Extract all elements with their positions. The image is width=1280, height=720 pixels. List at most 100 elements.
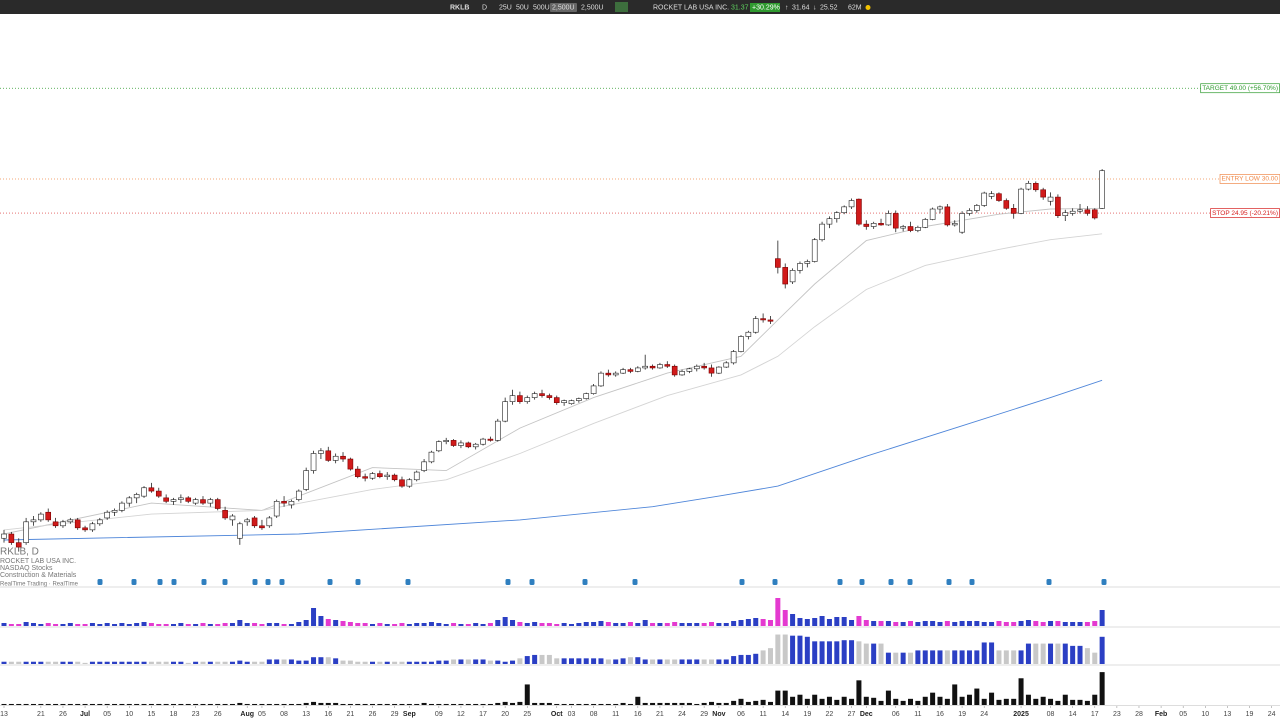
volume-bar bbox=[200, 623, 206, 626]
event-marker bbox=[327, 579, 333, 585]
x-tick-label: 11 bbox=[914, 711, 921, 718]
candle-body bbox=[782, 267, 789, 285]
event-marker bbox=[505, 579, 511, 585]
volume-bar bbox=[731, 656, 737, 664]
volume-bar bbox=[701, 623, 707, 626]
volume-bar bbox=[266, 703, 272, 705]
candle-body bbox=[951, 223, 958, 226]
volume-bar bbox=[311, 657, 317, 664]
volume-bar bbox=[591, 622, 597, 626]
candle-body bbox=[760, 318, 766, 321]
volume-bar bbox=[966, 621, 972, 626]
volume-bar bbox=[782, 634, 788, 664]
candle-body bbox=[738, 336, 744, 352]
high: 31.64 bbox=[792, 4, 810, 11]
volume-bar bbox=[672, 659, 678, 664]
legend-sector: Construction & Materials bbox=[0, 572, 77, 579]
volume-bar bbox=[849, 698, 855, 705]
volume-bar bbox=[790, 614, 796, 626]
size-button[interactable]: 50U bbox=[516, 4, 529, 11]
volume-bar bbox=[959, 621, 965, 626]
candle-body bbox=[870, 223, 877, 227]
volume-bar bbox=[141, 622, 147, 626]
size-button[interactable]: 25U bbox=[499, 4, 512, 11]
volume-bar bbox=[377, 703, 383, 705]
volume-bar bbox=[834, 699, 840, 705]
volume-bar bbox=[657, 623, 663, 626]
candle-body bbox=[966, 210, 973, 214]
volume-bar bbox=[156, 624, 162, 626]
x-tick-label: 09 bbox=[435, 711, 443, 718]
size-button[interactable]: 2,500U bbox=[552, 4, 575, 11]
x-tick-label: Feb bbox=[1155, 711, 1167, 718]
size-button[interactable]: 500U bbox=[533, 4, 550, 11]
candle-body bbox=[635, 367, 641, 372]
candle-body bbox=[841, 206, 847, 213]
volume-bar bbox=[274, 659, 280, 664]
x-tick-label: 19 bbox=[1246, 711, 1254, 718]
event-marker bbox=[1046, 579, 1052, 585]
last-price: 31.37 bbox=[731, 4, 749, 11]
volume-bar bbox=[229, 661, 235, 664]
candle-body bbox=[369, 473, 376, 479]
volume-bar bbox=[826, 696, 832, 705]
volume-bar bbox=[517, 658, 523, 664]
volume-bar bbox=[1003, 698, 1009, 705]
moving-average bbox=[3, 207, 1103, 535]
volume-bar bbox=[812, 618, 818, 626]
candle-body bbox=[826, 218, 833, 225]
x-tick-label: 16 bbox=[634, 711, 642, 718]
volume-bar bbox=[1011, 650, 1017, 664]
volume-bar bbox=[207, 624, 213, 626]
volume-bar bbox=[112, 661, 118, 664]
candle-body bbox=[458, 442, 464, 446]
candle-body bbox=[347, 458, 354, 470]
volume-bar bbox=[443, 660, 449, 664]
candle-body bbox=[1018, 188, 1024, 214]
volume-bar bbox=[546, 623, 552, 626]
candle-body bbox=[354, 468, 361, 477]
candle-body bbox=[1047, 196, 1054, 202]
volume-bar bbox=[930, 621, 936, 626]
event-marker bbox=[405, 579, 411, 585]
candle-body bbox=[428, 451, 435, 463]
volume-bar bbox=[738, 654, 744, 664]
volume-bar bbox=[8, 624, 14, 626]
volume-bar bbox=[1055, 700, 1061, 705]
volume-bar bbox=[215, 624, 221, 626]
volume-bar bbox=[347, 660, 353, 664]
volume-bar bbox=[679, 659, 685, 664]
candle-body bbox=[237, 523, 243, 539]
size-select[interactable]: 2,500U bbox=[581, 4, 604, 11]
x-tick-label: 2025 bbox=[1013, 711, 1029, 718]
volume-bar bbox=[819, 698, 825, 705]
candle-body bbox=[170, 499, 177, 502]
volume-bar bbox=[745, 701, 751, 705]
volume-bar bbox=[288, 624, 294, 626]
volume-bar bbox=[605, 703, 611, 705]
volume-bar bbox=[53, 703, 59, 705]
volume-bar bbox=[119, 703, 125, 705]
x-tick-label: 25 bbox=[523, 711, 531, 718]
volume-bar bbox=[657, 659, 663, 664]
change-box bbox=[750, 3, 780, 12]
icon[interactable] bbox=[615, 2, 628, 12]
volume-bar bbox=[487, 703, 493, 705]
candle-body bbox=[74, 519, 81, 529]
symbol[interactable]: RKLB bbox=[450, 4, 469, 11]
volume-bar bbox=[635, 657, 641, 664]
volume-bar bbox=[885, 690, 891, 705]
event-marker bbox=[279, 579, 285, 585]
volume-bar bbox=[863, 620, 869, 626]
volume-bar bbox=[576, 658, 582, 664]
x-tick-label: Jul bbox=[80, 711, 90, 718]
volume-bar bbox=[134, 703, 140, 705]
volume-bar bbox=[178, 661, 184, 664]
volume-bar bbox=[347, 622, 353, 626]
volume-bar bbox=[804, 636, 810, 664]
volume-bar bbox=[966, 694, 972, 705]
period[interactable]: D bbox=[482, 4, 487, 11]
volume-bar bbox=[1070, 622, 1076, 626]
volume-bar bbox=[60, 624, 66, 626]
volume-bar bbox=[782, 690, 788, 705]
